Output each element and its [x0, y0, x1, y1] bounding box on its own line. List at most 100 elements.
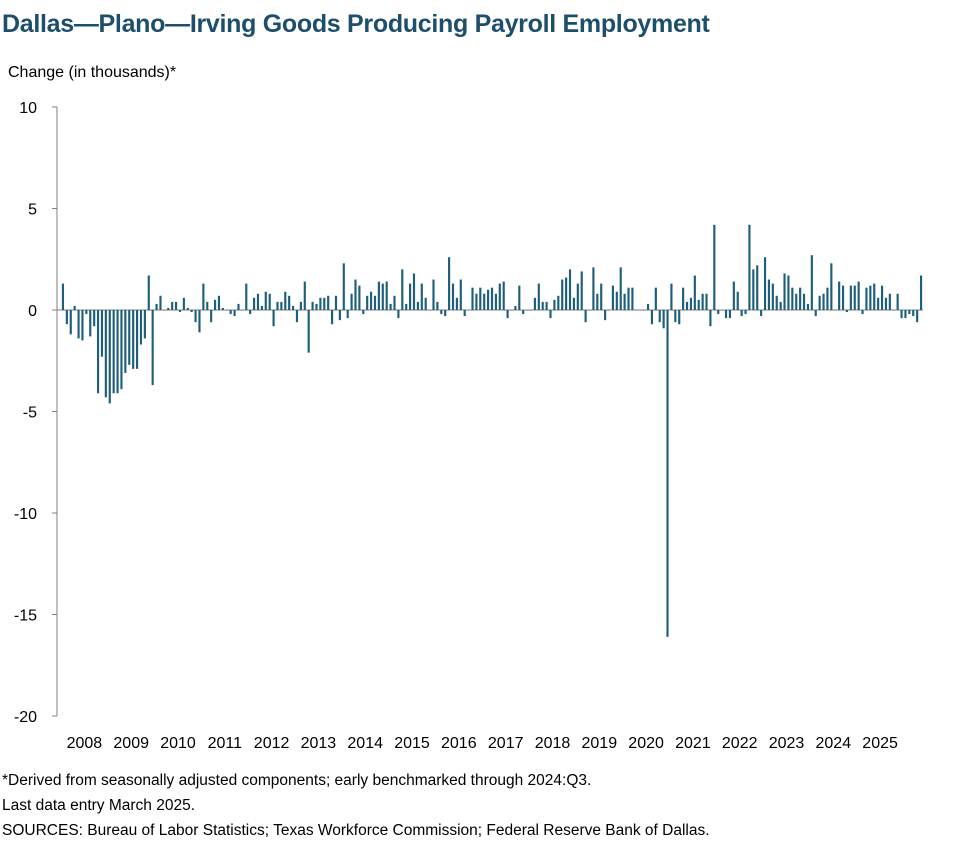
bar: [268, 293, 271, 310]
bar: [826, 287, 829, 310]
bar: [159, 295, 162, 310]
bar: [217, 295, 221, 310]
y-tick-label: 0: [28, 303, 37, 320]
bar: [61, 283, 65, 310]
bar: [370, 291, 373, 310]
x-tick-label: 2018: [535, 735, 571, 752]
bar: [580, 271, 583, 310]
bar: [319, 297, 322, 310]
bar: [373, 295, 377, 310]
bar: [104, 310, 107, 398]
bar: [432, 279, 435, 310]
bar: [900, 310, 903, 319]
bar: [880, 285, 884, 310]
bar: [393, 295, 396, 310]
bar: [463, 310, 466, 317]
bar: [541, 301, 544, 310]
bar: [385, 281, 388, 310]
bar: [884, 297, 888, 310]
bar: [646, 303, 650, 310]
bar: [377, 281, 380, 310]
bar: [100, 310, 104, 357]
bar: [132, 310, 135, 369]
bar: [151, 310, 154, 386]
bar: [522, 310, 525, 315]
bar: [190, 310, 193, 313]
bar: [112, 310, 115, 394]
bar: [81, 310, 84, 341]
bar: [436, 301, 439, 310]
bar: [264, 291, 267, 310]
bar: [307, 310, 310, 353]
bar: [557, 295, 560, 310]
bar: [362, 310, 365, 315]
bar: [787, 275, 790, 310]
bar: [662, 310, 665, 329]
bar: [783, 273, 786, 310]
x-tick-label: 2021: [675, 735, 711, 752]
x-tick-label: 2013: [301, 735, 337, 752]
bar: [728, 310, 731, 319]
x-tick-label: 2017: [488, 735, 524, 752]
bar: [763, 257, 767, 310]
x-tick-label: 2024: [816, 735, 852, 752]
bar: [596, 293, 599, 310]
bar: [678, 310, 681, 325]
bar: [619, 267, 622, 310]
bar: [280, 301, 283, 310]
bar: [904, 310, 907, 319]
bar: [713, 224, 716, 310]
x-tick-label: 2023: [769, 735, 805, 752]
bar: [409, 283, 412, 310]
bar: [865, 287, 868, 310]
bar: [401, 269, 404, 310]
bar: [506, 310, 509, 319]
bar: [245, 283, 248, 310]
bar: [916, 310, 919, 323]
bar: [670, 283, 673, 310]
bar: [514, 305, 517, 310]
bar: [334, 295, 338, 310]
bar: [502, 281, 505, 310]
bar: [771, 283, 774, 310]
bar: [288, 295, 291, 310]
bar: [253, 297, 256, 310]
bar: [229, 310, 232, 315]
bar: [818, 295, 821, 310]
bar: [276, 301, 279, 310]
bar: [331, 310, 334, 325]
y-tick-label: -15: [14, 608, 37, 625]
bar: [338, 310, 341, 321]
bar: [853, 285, 856, 310]
bar: [576, 283, 579, 310]
bar: [405, 303, 408, 310]
bar: [545, 301, 548, 310]
bar: [85, 310, 88, 315]
bar: [346, 310, 349, 319]
bar: [233, 310, 236, 317]
bar: [814, 310, 817, 317]
bar: [631, 287, 634, 310]
bar: [740, 310, 743, 317]
bar: [292, 305, 295, 310]
bar: [444, 310, 447, 317]
bar: [744, 310, 747, 315]
bar: [202, 283, 205, 310]
bar: [756, 265, 759, 310]
bar: [802, 293, 806, 310]
bar: [553, 299, 556, 310]
bar: [518, 285, 521, 310]
bar: [487, 289, 490, 310]
bar: [908, 310, 911, 315]
bar: [845, 310, 849, 313]
bar: [682, 287, 685, 310]
bar: [666, 310, 669, 637]
bar: [424, 297, 427, 310]
bar: [420, 283, 423, 310]
y-tick-label: 5: [28, 202, 37, 219]
chart-area: 10 5 0 -5 -10 -15 -20 2008 2009 2010 2011 2012 2013…: [14, 100, 923, 752]
bar: [206, 301, 209, 310]
y-axis-label: Change (in thousands)*: [8, 64, 177, 81]
bar: [623, 293, 626, 310]
bar: [315, 303, 318, 310]
